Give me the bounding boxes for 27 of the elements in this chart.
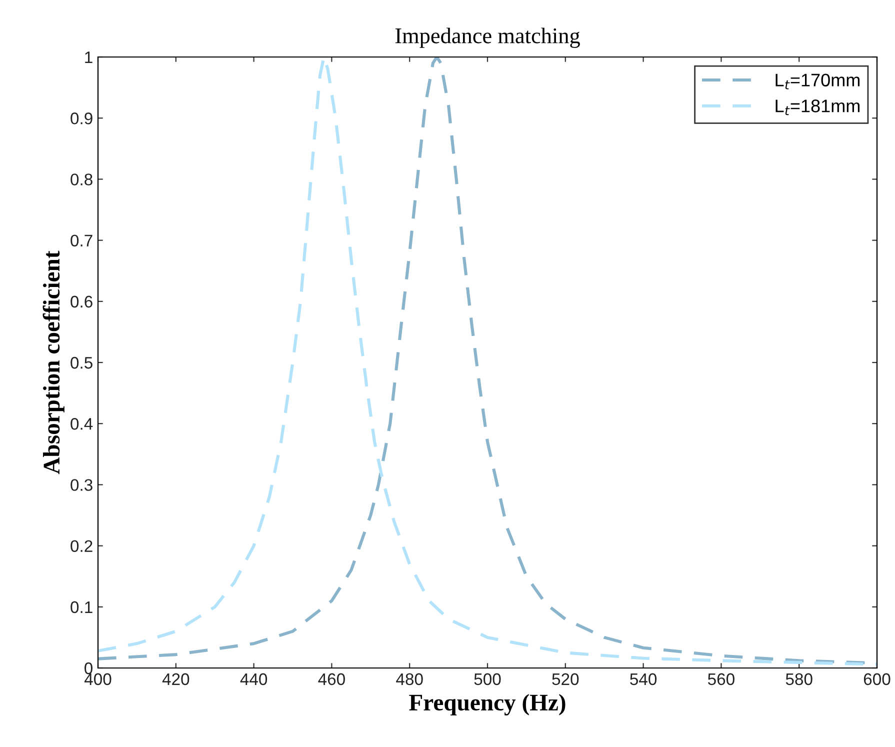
x-tick-label: 420 [162,673,190,686]
y-tick-label: 0.7 [70,234,92,247]
x-tick-label: 500 [474,673,501,686]
y-tick-label: 0 [84,662,92,674]
y-tick-label: 0.5 [70,356,92,369]
x-tick-label: 600 [864,673,890,686]
x-axis-title: Frequency (Hz) [409,694,566,716]
y-axis-title: Absorption coefficient [42,250,64,474]
y-tick-label: 0.3 [70,479,92,491]
y-tick-label: 0.9 [70,112,92,124]
chart-title: Impedance matching [395,28,580,48]
y-tick-label: 0.2 [70,540,92,552]
y-tick-label: 0.6 [70,296,92,308]
x-tick-label: 440 [240,673,268,686]
x-tick-label: 540 [630,673,657,686]
x-tick-label: 480 [396,673,423,686]
y-tick-label: 0.1 [70,601,92,614]
y-tick-label: 0.8 [70,174,92,186]
y-tick-label: 0.4 [70,418,93,430]
legend-label: L$_{t}$=181mm [776,100,860,116]
legend-label: L$_{t}$=170mm [776,74,860,90]
x-tick-label: 520 [552,673,579,686]
x-tick-label: 400 [84,673,112,686]
x-tick-label: 580 [786,673,812,686]
y-tick-label: 1 [85,52,92,64]
x-tick-label: 560 [708,673,734,686]
x-tick-label: 460 [318,673,345,686]
